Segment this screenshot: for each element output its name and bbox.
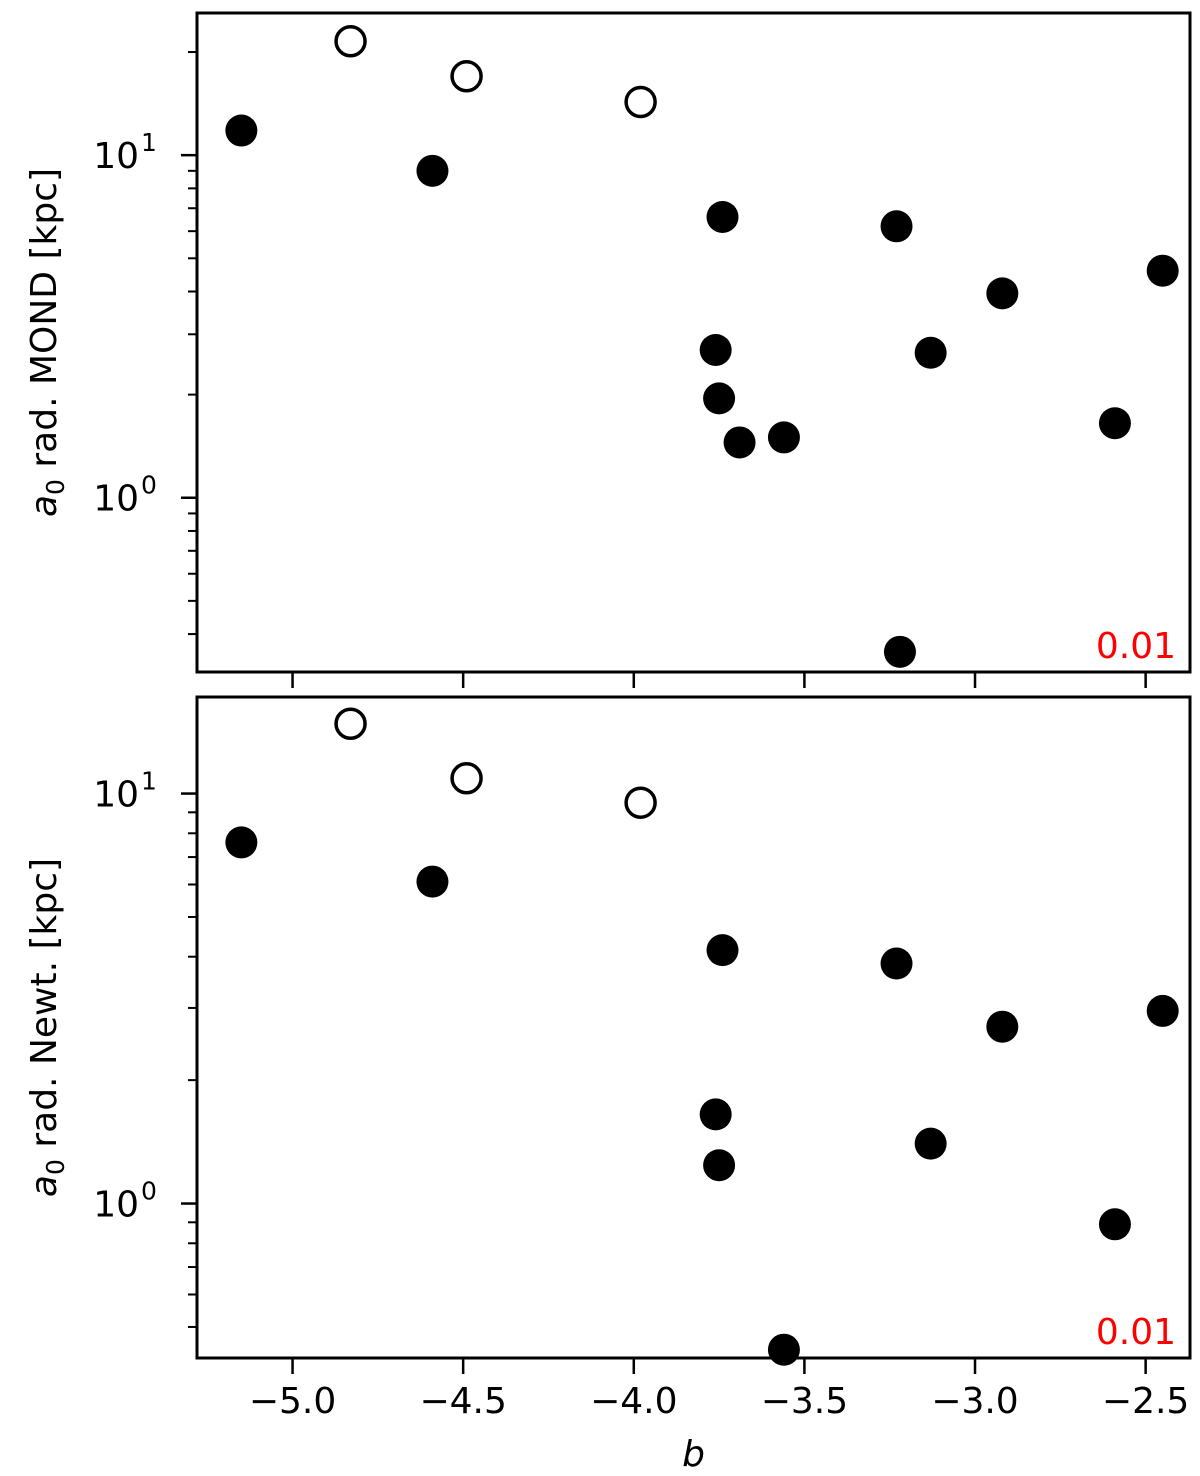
data-point-filled [1147,995,1179,1027]
data-point-filled [707,201,739,233]
y-tick-exponent: 1 [141,767,157,796]
data-point-filled [881,948,913,980]
data-point-filled [881,210,913,242]
data-point-filled [416,866,448,898]
data-point-filled [700,1098,732,1130]
y-axis-label: a0 rad. MOND [kpc] [24,168,70,517]
data-point-filled [1147,255,1179,287]
data-point-filled [707,934,739,966]
y-tick-label: 10 [93,136,139,177]
corner-annotation: 0.01 [1096,1312,1176,1353]
y-axis-label-symbol: a [24,1175,65,1197]
data-point-filled [986,1011,1018,1043]
data-point-filled [700,334,732,366]
data-point-filled [225,115,257,147]
y-tick-label: 10 [93,479,139,520]
x-axis-label: b [682,1434,705,1475]
y-tick-exponent: 1 [141,128,157,157]
y-axis-label-subscript: 0 [41,1159,70,1175]
y-axis-label-text: rad. MOND [kpc] [24,168,65,479]
data-point-filled [1099,407,1131,439]
y-tick-label: 10 [93,775,139,816]
y-axis-label-symbol: a [24,495,65,517]
data-point-open [452,764,481,793]
y-axis-label-subscript: 0 [41,479,70,495]
data-point-filled [703,1149,735,1181]
data-point-open [336,27,365,56]
data-point-filled [703,382,735,414]
data-point-open [336,709,365,738]
data-point-open [626,788,655,817]
data-point-filled [416,155,448,187]
x-tick-label: −4.5 [419,1381,506,1422]
data-point-filled [915,1128,947,1160]
data-point-filled [768,1334,800,1366]
x-tick-label: −3.0 [931,1381,1018,1422]
data-point-filled [225,826,257,858]
x-tick-label: −3.5 [761,1381,848,1422]
y-tick-label: 10 [93,1185,139,1226]
y-tick-exponent: 0 [141,1177,157,1206]
data-point-filled [768,421,800,453]
x-tick-label: −5.0 [249,1381,336,1422]
data-point-filled [986,277,1018,309]
data-point-filled [724,426,756,458]
data-point-filled [1099,1208,1131,1240]
y-tick-exponent: 0 [141,471,157,500]
y-axis-label: a0 rad. Newt. [kpc] [24,858,70,1197]
x-tick-label: −4.0 [590,1381,677,1422]
data-point-filled [915,337,947,369]
data-point-open [626,87,655,116]
x-tick-label: −2.5 [1102,1381,1189,1422]
data-point-filled [884,636,916,668]
y-axis-label-text: rad. Newt. [kpc] [24,858,65,1159]
corner-annotation: 0.01 [1096,626,1176,667]
data-point-open [452,62,481,91]
